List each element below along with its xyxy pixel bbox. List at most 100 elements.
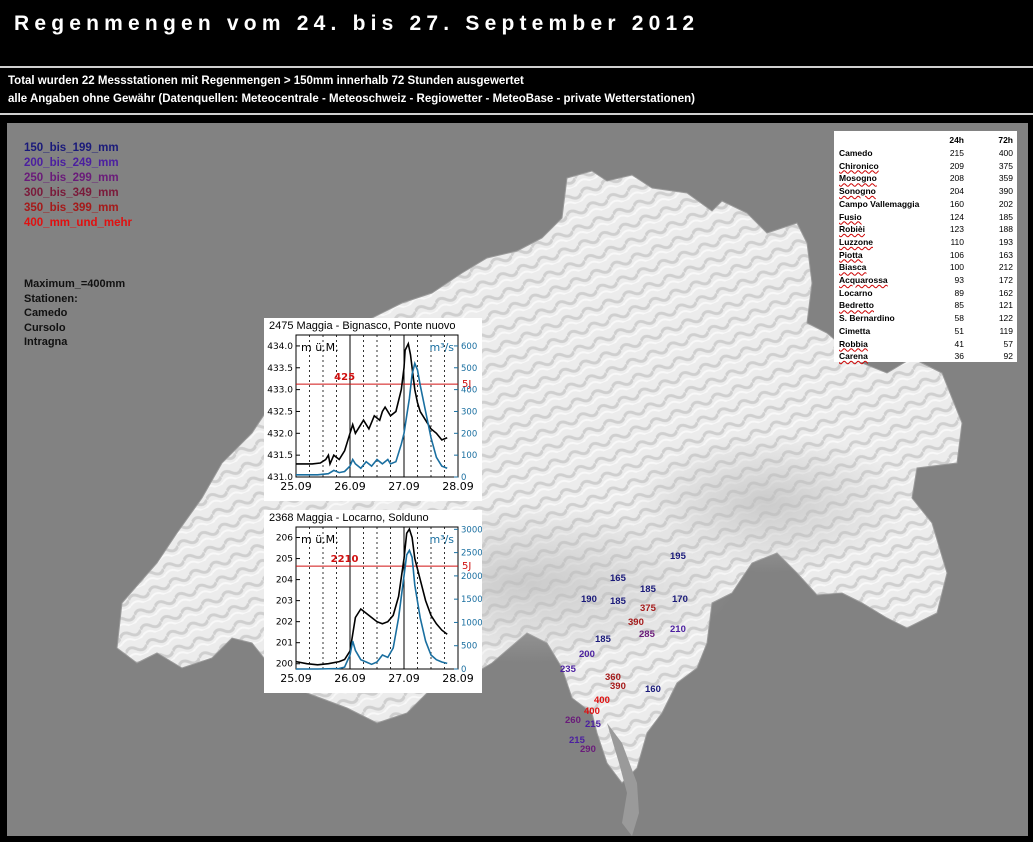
- value-24h: 106: [949, 249, 964, 260]
- max-station-1: Camedo: [24, 307, 68, 319]
- station-name: Bedretto: [839, 300, 874, 311]
- value-24h: 58: [954, 313, 964, 324]
- station-table: 24h 72h Camedo 215 400 Chironico 209 375 Mosog…: [834, 131, 1017, 362]
- y2-tick-label: 400: [461, 386, 477, 396]
- station-name: Piotta: [839, 249, 863, 260]
- col-72h-header: 72h: [998, 135, 1013, 145]
- rain-value-label: 195: [670, 551, 686, 562]
- threshold-label: 5J: [462, 379, 471, 390]
- map-legend: 150_bis_199_mm 200_bis_249_mm 250_bis_299_…: [24, 141, 132, 231]
- y2-tick-label: 0: [461, 473, 466, 483]
- rain-value-label: 400: [584, 706, 600, 717]
- table-row: S. Bernardino 58 122: [834, 313, 1017, 326]
- table-row: Locarno 89 162: [834, 288, 1017, 301]
- rain-value-label: 390: [610, 681, 626, 692]
- value-72h: 185: [998, 211, 1013, 222]
- legend-item: 200_bis_249_mm: [24, 157, 119, 169]
- rain-map: 150_bis_199_mm 200_bis_249_mm 250_bis_299_…: [7, 123, 1028, 836]
- value-72h: 188: [998, 224, 1013, 235]
- legend-item: 400_mm_und_mehr: [24, 217, 133, 229]
- value-72h: 202: [998, 198, 1013, 209]
- x-tick-label: 26.09: [334, 480, 366, 493]
- legend-item: 150_bis_199_mm: [24, 142, 119, 154]
- table-row: Biasca 100 212: [834, 262, 1017, 275]
- x-tick-label: 27.09: [388, 480, 420, 493]
- station-name: Robièi: [839, 224, 865, 235]
- station-name: Camedo: [839, 148, 873, 158]
- stations-label: Stationen:: [24, 292, 78, 305]
- table-row: Campo Vallemaggia 160 202: [834, 199, 1017, 212]
- value-24h: 100: [949, 262, 964, 273]
- legend-item: 350_bis_399_mm: [24, 202, 119, 214]
- value-72h: 375: [998, 160, 1013, 171]
- value-24h: 41: [954, 338, 964, 349]
- table-row: Carena 36 92: [834, 351, 1017, 364]
- value-24h: 93: [954, 275, 964, 285]
- table-row: Acquarossa 93 172: [834, 275, 1017, 288]
- subtitle-line-2: alle Angaben ohne Gewähr (Datenquellen: …: [8, 93, 695, 105]
- page-title: Regenmengen vom 24. bis 27. September 20…: [14, 12, 700, 35]
- threshold-value: 2210: [331, 554, 359, 565]
- y2-tick-label: 100: [461, 451, 477, 461]
- rain-value-label: 390: [628, 617, 644, 628]
- station-name: Carena: [839, 351, 868, 362]
- station-name: Cimetta: [839, 325, 871, 336]
- subtitle-divider: [0, 113, 1033, 115]
- y2-tick-label: 0: [461, 665, 466, 675]
- chart-svg-bignasco: 431.0 431.5 432.0 432.5 433.0 433.5 434.0 0 100 2…: [267, 334, 477, 493]
- gauge-chart-bignasco: 2475 Maggia - Bignasco, Ponte nuovo 431.…: [264, 318, 482, 501]
- x-tick-label: 25.09: [280, 672, 312, 685]
- y2-axis-label: m³/s: [429, 533, 454, 546]
- rain-value-label: 160: [645, 684, 661, 695]
- station-name: S. Bernardino: [839, 313, 895, 324]
- value-72h: 359: [998, 173, 1013, 184]
- station-name: Campo Vallemaggia: [839, 198, 920, 209]
- station-name: Chironico: [839, 160, 879, 171]
- water-level-line: [295, 527, 448, 666]
- table-row: Robbia 41 57: [834, 339, 1017, 352]
- y2-tick-label: 500: [461, 642, 477, 652]
- value-24h: 123: [949, 224, 964, 235]
- rain-value-label: 170: [672, 594, 688, 605]
- chart-title: 2368 Maggia - Locarno, Solduno: [269, 512, 429, 524]
- max-station-2: Cursolo: [24, 321, 66, 334]
- y-tick-label: 206: [276, 534, 293, 544]
- table-row: Sonogno 204 390: [834, 186, 1017, 199]
- value-72h: 212: [998, 262, 1013, 273]
- y2-tick-label: 2500: [461, 549, 482, 559]
- rain-value-label: 165: [610, 573, 626, 584]
- value-72h: 57: [1003, 338, 1013, 349]
- x-tick-label: 25.09: [280, 480, 312, 493]
- value-72h: 172: [998, 275, 1013, 285]
- table-row: Chironico 209 375: [834, 161, 1017, 174]
- table-header: 24h 72h: [834, 135, 1017, 148]
- value-72h: 163: [998, 249, 1013, 260]
- gauge-chart-solduno: 2368 Maggia - Locarno, Solduno 200 201 202…: [264, 510, 482, 693]
- maximum-info: Maximum_=400mm Stationen: Camedo Cursolo…: [24, 277, 125, 350]
- y2-tick-label: 600: [461, 342, 477, 352]
- threshold-value: 425: [334, 372, 355, 383]
- station-name: Robbia: [839, 338, 868, 349]
- subtitle-line-1: Total wurden 22 Messstationen mit Regenm…: [8, 75, 524, 87]
- rain-value-label: 185: [595, 634, 611, 645]
- y2-tick-label: 500: [461, 364, 477, 374]
- col-24h-header: 24h: [949, 135, 964, 145]
- y-tick-label: 205: [276, 555, 293, 565]
- rain-value-label: 215: [569, 735, 585, 746]
- y-axis-label: m ü.M.: [301, 341, 339, 354]
- y-tick-label: 204: [276, 576, 293, 586]
- title-divider: [0, 66, 1033, 68]
- value-24h: 110: [950, 236, 964, 247]
- rain-value-label: 210: [670, 624, 686, 635]
- rain-value-label: 185: [610, 596, 626, 607]
- discharge-line: [296, 548, 448, 670]
- rain-value-label: 375: [640, 603, 656, 614]
- value-24h: 51: [954, 325, 964, 336]
- table-row: Camedo 215 400: [834, 148, 1017, 161]
- chart-title: 2475 Maggia - Bignasco, Ponte nuovo: [269, 320, 456, 332]
- station-name: Locarno: [839, 287, 873, 298]
- value-24h: 209: [949, 160, 964, 171]
- y-tick-label: 431.0: [267, 473, 293, 483]
- rain-value-label: 190: [581, 594, 597, 605]
- y2-tick-label: 2000: [461, 572, 482, 582]
